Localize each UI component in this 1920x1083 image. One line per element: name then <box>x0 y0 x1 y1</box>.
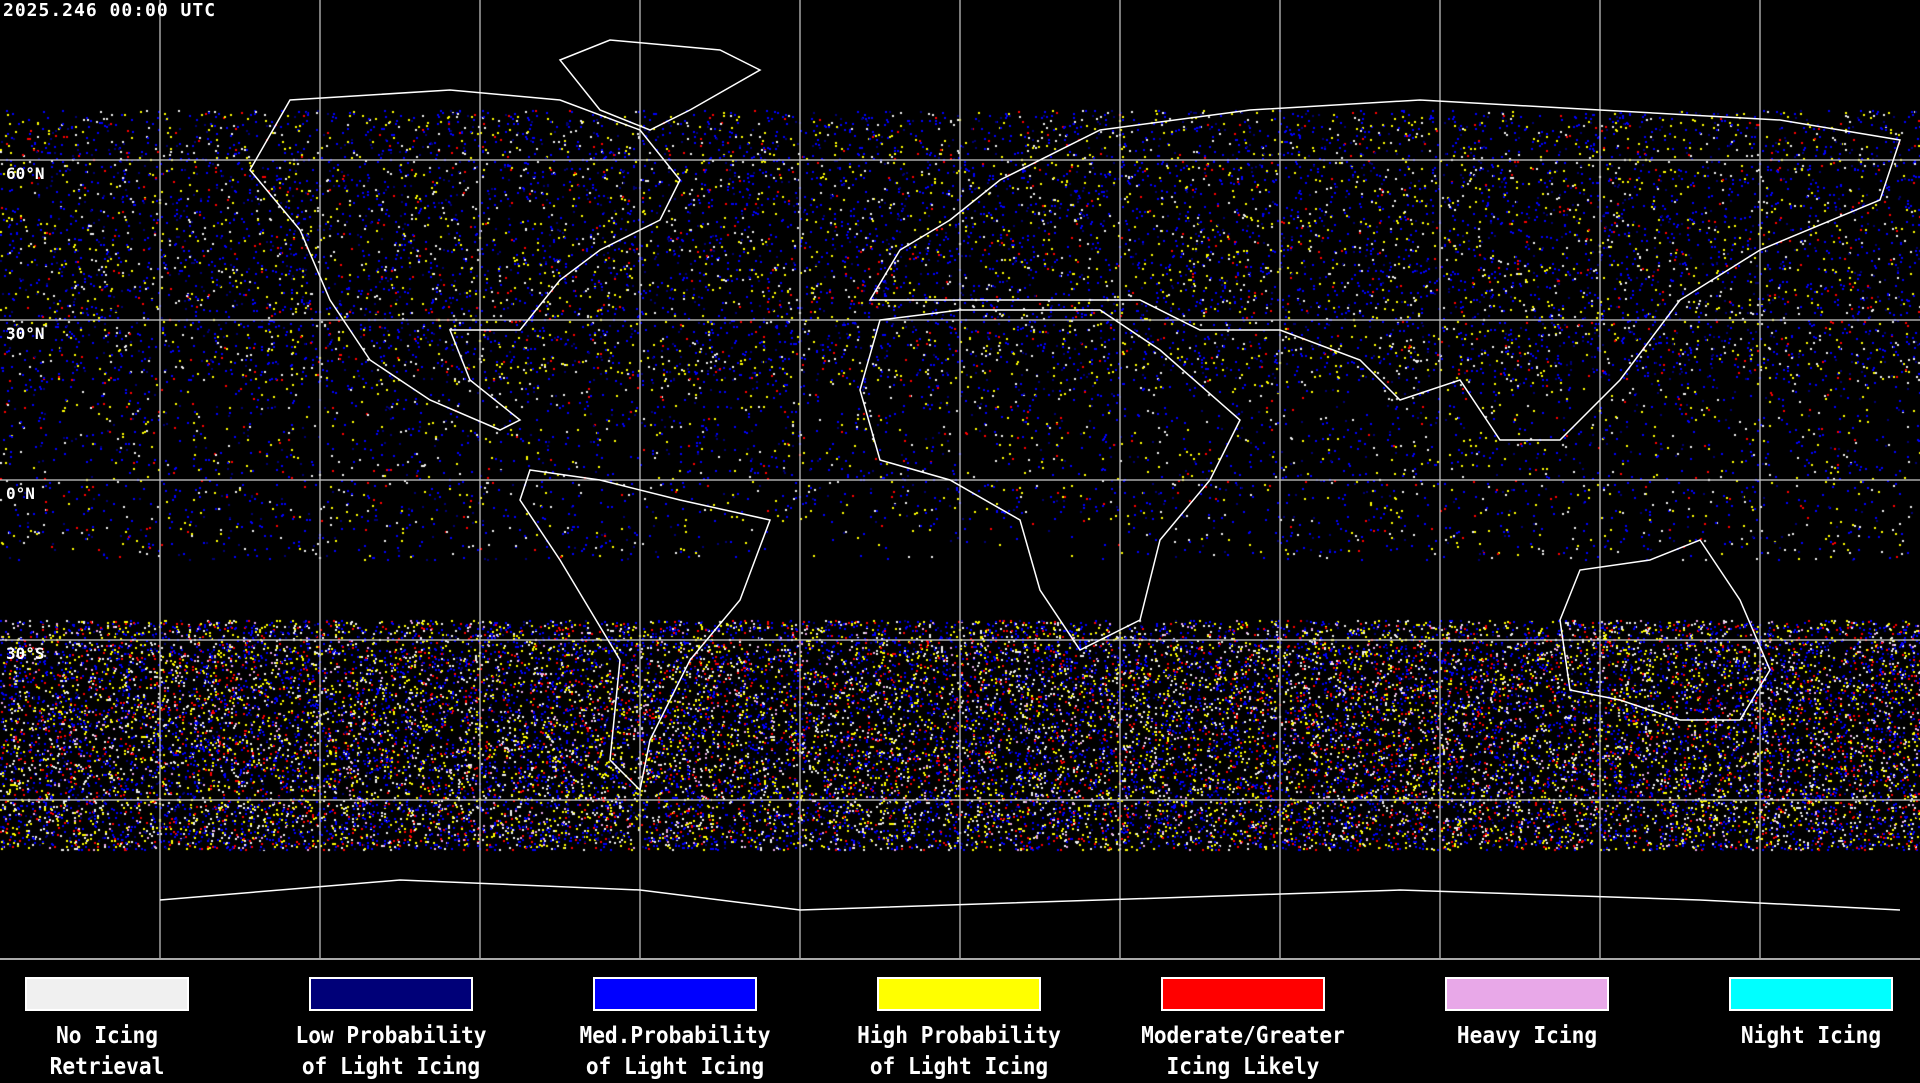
legend-item-no-icing: No Icing Retrieval <box>0 975 249 1083</box>
legend-label: No Icing <box>56 1023 158 1049</box>
coastline <box>868 99 1901 441</box>
legend-label: Heavy Icing <box>1456 1023 1598 1049</box>
legend-swatch <box>877 977 1041 1011</box>
legend-label: Retrieval <box>49 1054 165 1080</box>
legend-label: Night Icing <box>1740 1023 1882 1049</box>
icing-map: 2025.246 00:00 UTC 60°N 30°N 0°N 30°S <box>0 0 1920 960</box>
lat-label-30s: 30°S <box>6 644 45 663</box>
lat-label-60n: 60°N <box>6 164 45 183</box>
coastline <box>249 89 681 431</box>
legend-label: of Light Icing <box>301 1054 481 1080</box>
legend-label: Moderate/Greater <box>1141 1023 1345 1049</box>
legend-label: High Probability <box>857 1023 1061 1049</box>
coastline <box>558 39 762 131</box>
legend-label: of Light Icing <box>869 1054 1049 1080</box>
legend-item-med: Med.Probability of Light Icing <box>533 975 817 1083</box>
legend-item-high: High Probability of Light Icing <box>817 975 1101 1083</box>
legend-label: Low Probability <box>295 1023 487 1049</box>
legend-item-low: Low Probability of Light Icing <box>249 975 533 1083</box>
legend-item-moderate: Moderate/Greater Icing Likely <box>1101 975 1385 1083</box>
legend-swatch <box>1161 977 1325 1011</box>
coastline <box>519 469 772 792</box>
legend-swatch <box>593 977 757 1011</box>
legend-swatch <box>309 977 473 1011</box>
legend: No Icing Retrieval Low Probability of Li… <box>0 975 1920 1080</box>
legend-swatch <box>25 977 189 1011</box>
lat-label-30n: 30°N <box>6 324 45 343</box>
legend-swatch <box>1445 977 1609 1011</box>
coastline <box>159 879 1901 911</box>
coastline <box>1559 539 1771 721</box>
legend-label: Med.Probability <box>579 1023 771 1049</box>
legend-label: of Light Icing <box>585 1054 765 1080</box>
timestamp: 2025.246 00:00 UTC <box>3 0 217 21</box>
legend-label: Icing Likely <box>1166 1054 1320 1080</box>
legend-item-heavy: Heavy Icing <box>1385 975 1669 1052</box>
coastline-grid-overlay <box>0 0 1920 958</box>
lat-label-0n: 0°N <box>6 484 35 503</box>
legend-item-night: Night Icing <box>1669 975 1920 1052</box>
legend-swatch <box>1729 977 1893 1011</box>
coastline <box>859 309 1241 651</box>
